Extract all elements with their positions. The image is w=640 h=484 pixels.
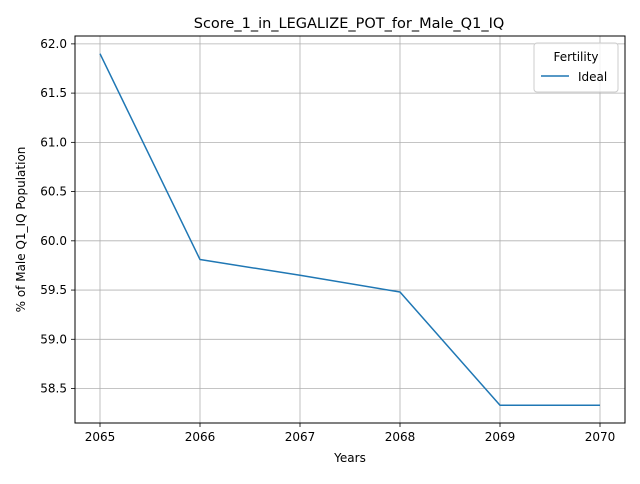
x-tick-label: 2065 xyxy=(85,430,116,444)
y-tick-label: 61.5 xyxy=(40,86,67,100)
legend-box xyxy=(533,42,619,93)
grid-lines xyxy=(75,36,625,423)
legend: Fertility Ideal xyxy=(533,42,619,93)
y-axis-label: % of Male Q1_IQ Population xyxy=(14,147,28,313)
x-tick-label: 2067 xyxy=(285,430,316,444)
x-tick-label: 2066 xyxy=(185,430,216,444)
y-tick-label: 60.5 xyxy=(40,185,67,199)
y-tick-label: 59.0 xyxy=(40,332,67,346)
series-layer xyxy=(99,53,600,407)
legend-title: Fertility xyxy=(553,50,598,64)
series-line-ideal xyxy=(99,53,600,407)
plot-frame xyxy=(74,35,626,424)
y-tick-label: 59.5 xyxy=(40,283,67,297)
y-tick-label: 60.0 xyxy=(40,234,67,248)
chart-title: Score_1_in_LEGALIZE_POT_for_Male_Q1_IQ xyxy=(194,16,505,32)
tick-layer: 2065 2066 2067 2068 2069 2070 58.5 59.0 59.5 60.0… xyxy=(40,37,615,444)
y-tick-label: 61.0 xyxy=(40,135,67,149)
x-axis-label: Years xyxy=(333,451,366,465)
x-tick-label: 2068 xyxy=(385,430,416,444)
legend-entry-label: Ideal xyxy=(578,70,607,84)
y-tick-label: 58.5 xyxy=(40,382,67,396)
x-tick-label: 2069 xyxy=(485,430,516,444)
x-tick-label: 2070 xyxy=(585,430,616,444)
y-tick-label: 62.0 xyxy=(40,37,67,51)
